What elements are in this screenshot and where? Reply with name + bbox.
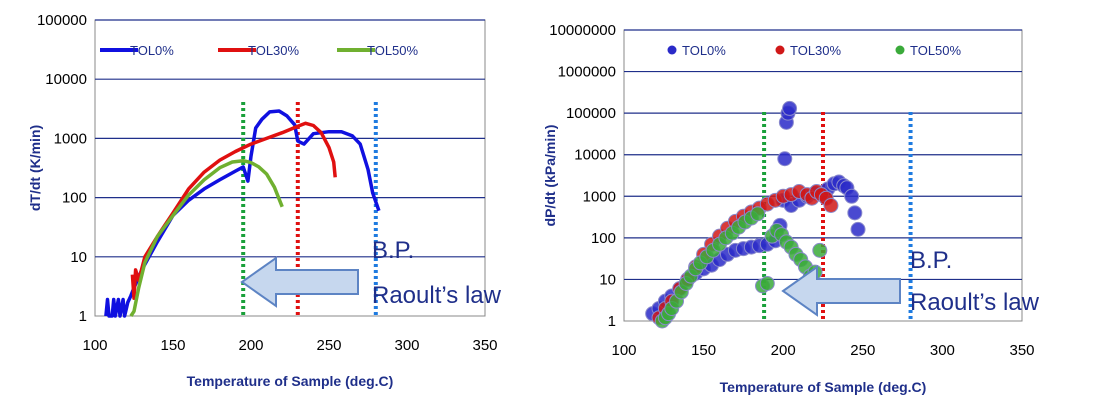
chart-1: 1 10 100 1000 10000 100000 100 150 200 250 300 350 T…	[27, 12, 502, 389]
data-point	[750, 206, 766, 222]
data-point	[812, 242, 828, 258]
legend-swatch	[895, 45, 905, 55]
annotation-raoult: Raoult’s law	[372, 282, 502, 309]
annotation-bp: B.P.	[372, 237, 414, 264]
legend-label: TOL50%	[367, 43, 419, 58]
data-point	[847, 205, 863, 221]
annotation-raoult: Raoult’s law	[910, 289, 1040, 316]
x-tick-label: 300	[930, 342, 955, 359]
chart-2: 1 10 100 1000 10000 100000 1000000 10000000 100 1…	[542, 22, 1040, 395]
x-axis-label: Temperature of Sample (deg.C)	[187, 373, 394, 389]
x-axis-label: Temperature of Sample (deg.C)	[720, 379, 927, 395]
y-tick-label: 10000000	[549, 22, 616, 39]
plot-area	[94, 19, 486, 317]
x-tick-label: 100	[82, 337, 107, 354]
legend-swatch	[775, 45, 785, 55]
legend-swatch	[667, 45, 677, 55]
legend-label: TOL30%	[248, 43, 300, 58]
series-line-TOL50%	[129, 158, 284, 317]
y-tick-label: 100000	[566, 105, 616, 122]
y-axis-label: dP/dt (kPa/min)	[542, 125, 558, 227]
y-tick-label: 1	[79, 308, 87, 325]
y-tick-label: 100000	[37, 12, 87, 29]
legend-label: TOL0%	[130, 43, 174, 58]
y-tick-label: 1	[608, 313, 616, 330]
y-axis-label: dT/dt (K/min)	[27, 125, 43, 211]
legend-label: TOL30%	[790, 43, 842, 58]
y-tick-label: 10	[70, 249, 87, 266]
left-arrow-icon	[781, 265, 901, 317]
x-tick-label: 100	[611, 342, 636, 359]
data-point	[782, 100, 798, 116]
x-tick-label: 300	[394, 337, 419, 354]
data-point	[844, 188, 860, 204]
y-tick-label: 10	[599, 271, 616, 288]
data-point	[777, 151, 793, 167]
x-tick-label: 250	[316, 337, 341, 354]
legend-label: TOL50%	[910, 43, 962, 58]
y-tick-label: 1000000	[558, 64, 616, 81]
y-tick-label: 1000	[583, 188, 616, 205]
data-point	[850, 221, 866, 237]
x-tick-label: 250	[850, 342, 875, 359]
x-tick-label: 200	[771, 342, 796, 359]
y-tick-label: 10000	[574, 147, 616, 164]
x-tick-label: 200	[238, 337, 263, 354]
y-tick-label: 1000	[54, 130, 87, 147]
legend-label: TOL0%	[682, 43, 726, 58]
y-tick-label: 100	[62, 190, 87, 207]
x-tick-label: 350	[472, 337, 497, 354]
y-tick-label: 10000	[45, 71, 87, 88]
data-point	[823, 198, 839, 214]
x-tick-label: 150	[160, 337, 185, 354]
left-arrow-icon	[240, 256, 359, 308]
y-tick-label: 100	[591, 230, 616, 247]
data-point	[759, 275, 775, 291]
x-tick-label: 150	[691, 342, 716, 359]
annotation-bp: B.P.	[910, 247, 952, 274]
x-tick-label: 350	[1009, 342, 1034, 359]
